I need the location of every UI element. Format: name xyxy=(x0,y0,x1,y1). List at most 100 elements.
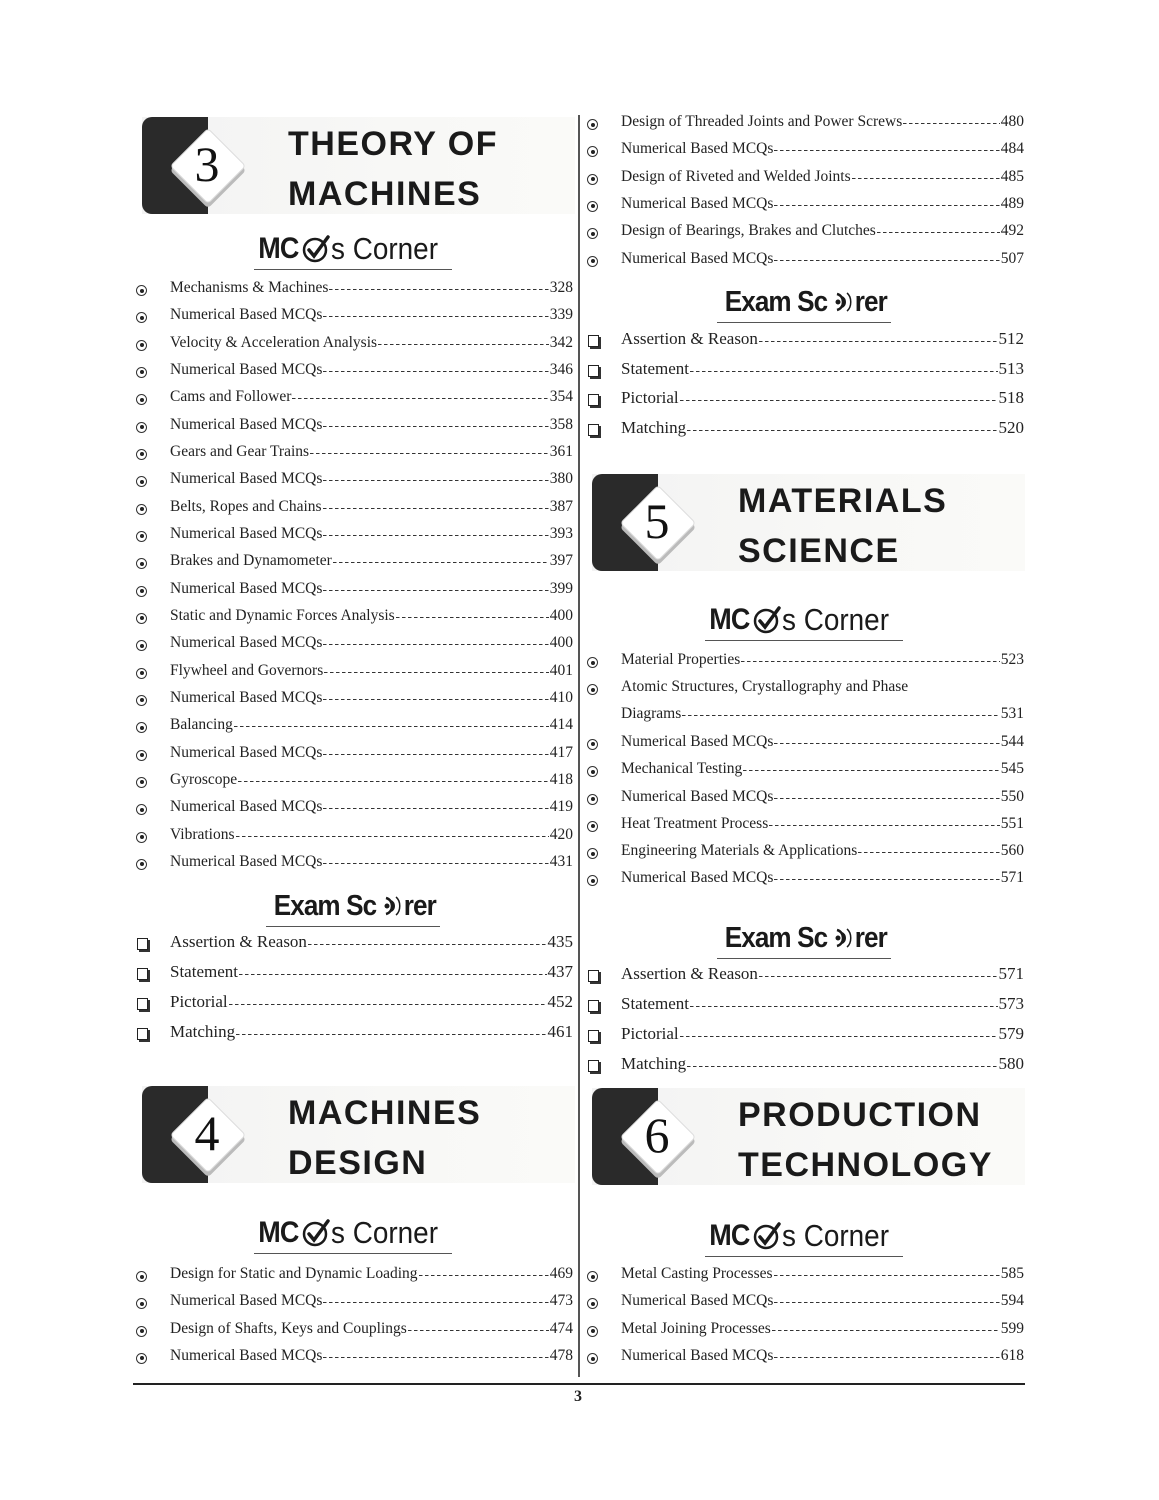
radio-bullet-icon xyxy=(587,875,598,887)
topic-entry[interactable]: Numerical Based MCQs 544 xyxy=(587,733,1024,757)
entry-page-number: 484 xyxy=(1000,140,1024,158)
logo-text: Exam Sc xyxy=(724,285,828,318)
entry-title: Static and Dynamic Forces Analysis xyxy=(170,606,395,624)
checkbox-square-icon xyxy=(588,424,599,437)
topic-entry[interactable]: Vibrations 420 xyxy=(136,826,573,850)
topic-entry[interactable]: Mechanisms & Machines 328 xyxy=(136,279,573,303)
scorer-entry[interactable]: Statement 573 xyxy=(587,994,1024,1018)
chapter-title-line: PRODUCTION xyxy=(738,1096,982,1134)
entry-title: Matching xyxy=(170,1022,236,1041)
topic-entry[interactable]: Numerical Based MCQs 417 xyxy=(136,744,573,768)
entry-body: Assertion & Reason 512 xyxy=(621,329,1024,349)
entry-title: Gyroscope xyxy=(170,770,238,788)
dot-leader xyxy=(332,562,549,564)
topic-entry[interactable]: Velocity & Acceleration Analysis 342 xyxy=(136,334,573,358)
entry-title: Numerical Based MCQs xyxy=(621,732,774,750)
entry-page-number: 418 xyxy=(549,770,573,788)
scorer-entry[interactable]: Assertion & Reason 571 xyxy=(587,964,1024,988)
topic-entry[interactable]: Design of Threaded Joints and Power Scre… xyxy=(587,113,1024,137)
scorer-entry[interactable]: Matching 461 xyxy=(136,1022,573,1046)
topic-entry[interactable]: Design of Riveted and Welded Joints 485 xyxy=(587,168,1024,192)
topic-entry[interactable]: Flywheel and Governors 401 xyxy=(136,662,573,686)
entry-page-number: 414 xyxy=(549,716,573,734)
topic-entry[interactable]: Numerical Based MCQs 478 xyxy=(136,1347,573,1371)
scorer-entry[interactable]: Matching 520 xyxy=(587,418,1024,442)
topic-entry[interactable]: Gyroscope 418 xyxy=(136,771,573,795)
radio-bullet-icon xyxy=(136,776,147,788)
topic-entry[interactable]: Mechanical Testing 545 xyxy=(587,760,1024,784)
entry-title: Assertion & Reason xyxy=(170,932,307,951)
scorer-entry[interactable]: Assertion & Reason 512 xyxy=(587,329,1024,353)
checkbox-square-icon xyxy=(588,1060,599,1072)
dot-leader xyxy=(774,1357,1000,1359)
topic-entry[interactable]: Numerical Based MCQs 358 xyxy=(136,416,573,440)
radio-bullet-icon xyxy=(136,667,147,679)
topic-entry[interactable]: Design of Shafts, Keys and Couplings 474 xyxy=(136,1320,573,1344)
dot-leader xyxy=(407,1329,549,1331)
entry-title: Cams and Follower xyxy=(170,388,292,406)
dot-leader xyxy=(233,726,549,728)
scorer-entry[interactable]: Statement 437 xyxy=(136,962,573,986)
scorer-entry[interactable]: Matching 580 xyxy=(587,1054,1024,1078)
topic-entry[interactable]: Material Properties 523 xyxy=(587,651,1024,675)
scorer-entry[interactable]: Assertion & Reason 435 xyxy=(136,932,573,956)
topic-entry[interactable]: Numerical Based MCQs 507 xyxy=(587,250,1024,274)
topic-entry[interactable]: Design of Bearings, Brakes and Clutches 4… xyxy=(587,222,1024,246)
entry-body: Numerical Based MCQs 417 xyxy=(170,744,573,762)
topic-entry[interactable]: Numerical Based MCQs 550 xyxy=(587,788,1024,812)
radio-bullet-icon xyxy=(587,255,598,267)
topic-entry[interactable]: Metal Joining Processes 599 xyxy=(587,1320,1024,1344)
entry-body: Statement 513 xyxy=(621,359,1024,379)
topic-entry[interactable]: Belts, Ropes and Chains 387 xyxy=(136,498,573,522)
dot-leader xyxy=(323,534,549,536)
entry-page-number: 531 xyxy=(1000,705,1024,723)
topic-entry[interactable]: Numerical Based MCQs 339 xyxy=(136,306,573,330)
entry-title: Assertion & Reason xyxy=(621,964,758,983)
topic-entry[interactable]: Design for Static and Dynamic Loading 469 xyxy=(136,1265,573,1289)
topic-entry[interactable]: Numerical Based MCQs 489 xyxy=(587,195,1024,219)
topic-entry[interactable]: Engineering Materials & Applications 560 xyxy=(587,842,1024,866)
topic-entry[interactable]: Metal Casting Processes 585 xyxy=(587,1265,1024,1289)
topic-entry[interactable]: Numerical Based MCQs 380 xyxy=(136,470,573,494)
entry-body: Vibrations 420 xyxy=(170,826,573,844)
topic-entry[interactable]: Gears and Gear Trains 361 xyxy=(136,443,573,467)
topic-entry[interactable]: Numerical Based MCQs 410 xyxy=(136,689,573,713)
topic-entry[interactable]: Numerical Based MCQs 419 xyxy=(136,798,573,822)
mcqs-corner-logo: MC s Corner xyxy=(705,602,903,641)
topic-entry[interactable]: Static and Dynamic Forces Analysis 400 xyxy=(136,607,573,631)
topic-entry[interactable]: Numerical Based MCQs 399 xyxy=(136,580,573,604)
topic-entry[interactable]: Numerical Based MCQs 346 xyxy=(136,361,573,385)
topic-entry[interactable]: Cams and Follower 354 xyxy=(136,388,573,412)
checkbox-square-icon xyxy=(137,938,148,950)
radio-bullet-icon xyxy=(136,530,147,542)
topic-entry[interactable]: Atomic Structures, Crystallography and P… xyxy=(587,678,1024,729)
topic-entry[interactable]: Balancing 414 xyxy=(136,716,573,740)
topic-entry[interactable]: Numerical Based MCQs 400 xyxy=(136,634,573,658)
dot-leader xyxy=(238,780,549,782)
topic-entry[interactable]: Numerical Based MCQs 473 xyxy=(136,1292,573,1316)
scorer-entry[interactable]: Pictorial 518 xyxy=(587,388,1024,412)
entry-page-number: 473 xyxy=(549,1292,573,1310)
entry-title: Gears and Gear Trains xyxy=(170,442,310,460)
scorer-entry[interactable]: Pictorial 579 xyxy=(587,1024,1024,1048)
scorer-entry[interactable]: Statement 513 xyxy=(587,359,1024,383)
entry-body: Numerical Based MCQs 399 xyxy=(170,580,573,598)
topic-entry[interactable]: Numerical Based MCQs 571 xyxy=(587,869,1024,893)
topic-entry[interactable]: Brakes and Dynamometer 397 xyxy=(136,552,573,576)
topic-entry[interactable]: Heat Treatment Process 551 xyxy=(587,815,1024,839)
entry-body: Assertion & Reason 571 xyxy=(621,964,1024,984)
topic-entry[interactable]: Numerical Based MCQs 431 xyxy=(136,853,573,877)
entry-title: Assertion & Reason xyxy=(621,329,758,348)
topic-entry[interactable]: Numerical Based MCQs 594 xyxy=(587,1292,1024,1316)
chapter-title: THEORY OF MACHINES xyxy=(288,119,498,219)
checkbox-square-icon xyxy=(588,1000,599,1012)
entry-body: Numerical Based MCQs 393 xyxy=(170,525,573,543)
radio-bullet-icon xyxy=(136,831,147,843)
entry-page-number: 397 xyxy=(549,552,573,570)
radio-bullet-icon xyxy=(587,820,598,832)
entry-title-continuation: Diagrams 531 xyxy=(621,705,1024,723)
scorer-entry[interactable]: Pictorial 452 xyxy=(136,992,573,1016)
topic-entry[interactable]: Numerical Based MCQs 393 xyxy=(136,525,573,549)
topic-entry[interactable]: Numerical Based MCQs 618 xyxy=(587,1347,1024,1371)
topic-entry[interactable]: Numerical Based MCQs 484 xyxy=(587,140,1024,164)
